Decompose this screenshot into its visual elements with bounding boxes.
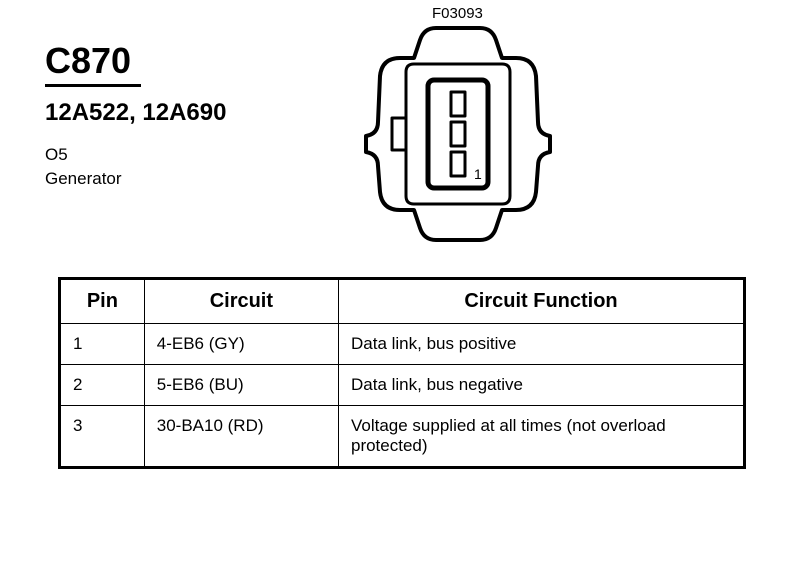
col-header-function: Circuit Function: [338, 279, 744, 324]
col-header-circuit: Circuit: [144, 279, 338, 324]
pinout-table: Pin Circuit Circuit Function 1 4-EB6 (GY…: [58, 277, 746, 469]
cell-circuit: 4-EB6 (GY): [144, 324, 338, 365]
part-numbers: 12A522, 12A690: [45, 99, 226, 127]
col-header-pin: Pin: [60, 279, 145, 324]
cell-circuit: 30-BA10 (RD): [144, 406, 338, 468]
header-code: O5: [45, 145, 226, 165]
cell-function: Data link, bus positive: [338, 324, 744, 365]
table-row: 2 5-EB6 (BU) Data link, bus negative: [60, 365, 745, 406]
connector-id: C870: [45, 40, 141, 87]
connector-diagram: 1: [358, 22, 558, 247]
header-block: C870 12A522, 12A690 O5 Generator: [45, 40, 226, 189]
figure-label: F03093: [432, 5, 483, 22]
header-component: Generator: [45, 169, 226, 189]
table-row: 1 4-EB6 (GY) Data link, bus positive: [60, 324, 745, 365]
pin-1-marker: 1: [474, 166, 482, 182]
cell-pin: 2: [60, 365, 145, 406]
cell-pin: 3: [60, 406, 145, 468]
cell-pin: 1: [60, 324, 145, 365]
cell-circuit: 5-EB6 (BU): [144, 365, 338, 406]
table-row: 3 30-BA10 (RD) Voltage supplied at all t…: [60, 406, 745, 468]
cell-function: Voltage supplied at all times (not overl…: [338, 406, 744, 468]
cell-function: Data link, bus negative: [338, 365, 744, 406]
table-header-row: Pin Circuit Circuit Function: [60, 279, 745, 324]
